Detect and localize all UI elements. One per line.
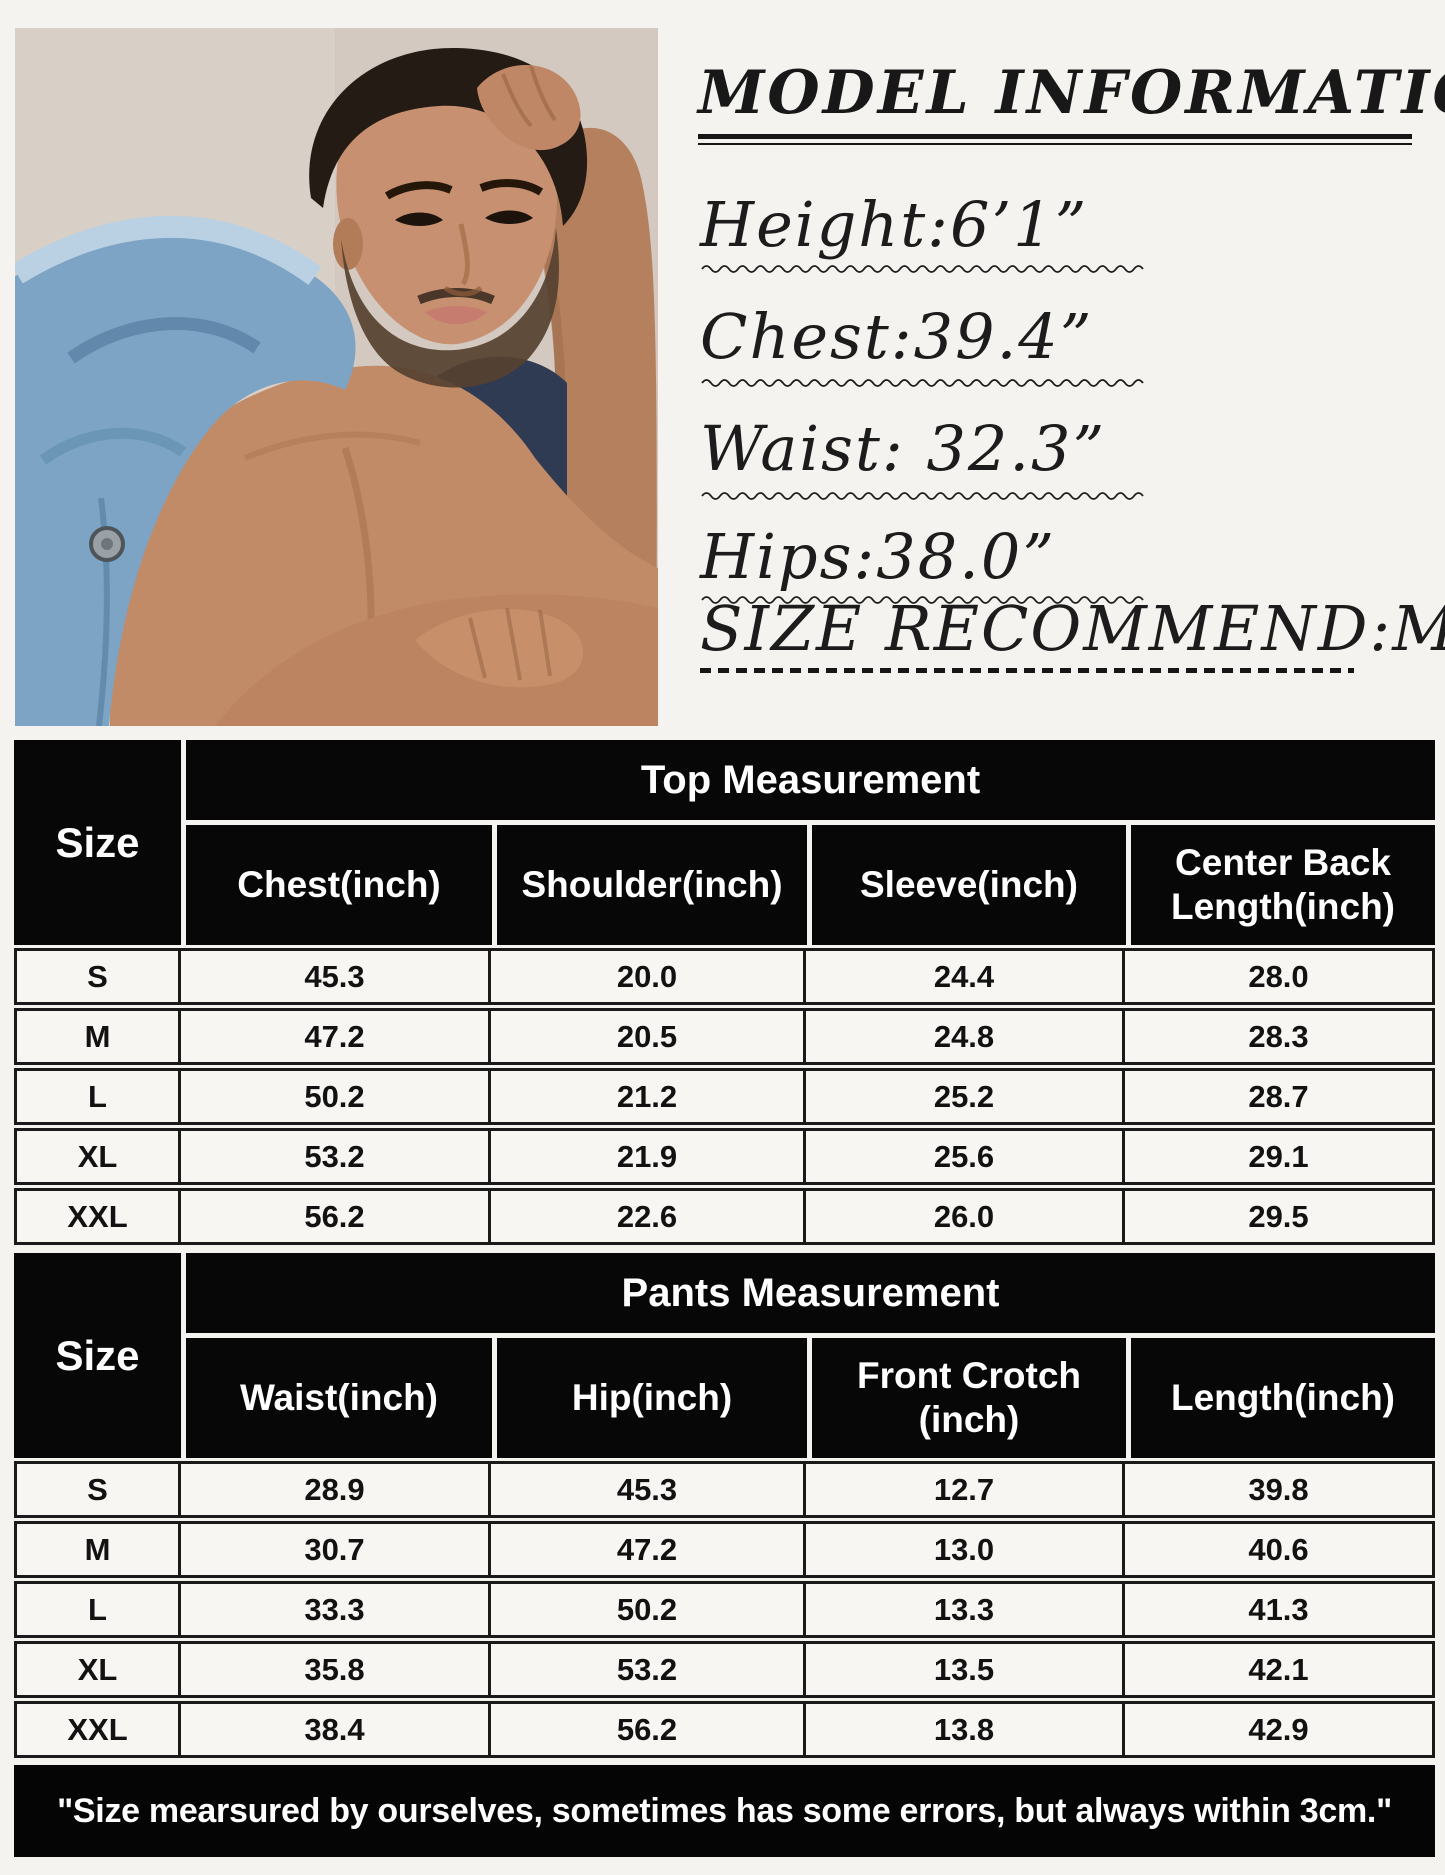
table-cell: 13.0 <box>806 1524 1125 1575</box>
table-cell: 39.8 <box>1248 1471 1309 1507</box>
table-row: L 50.2 21.2 25.2 28.7 <box>14 1068 1435 1125</box>
model-info-title: MODEL INFORMATION <box>698 58 1445 128</box>
table-cell: 28.3 <box>1248 1018 1309 1054</box>
table-cell: 50.2 <box>181 1071 491 1122</box>
column-header: Waist(inch) <box>186 1338 492 1458</box>
column-header: Front Crotch (inch) <box>812 1338 1126 1458</box>
size-cell: M <box>17 1524 181 1575</box>
table-cell: 53.2 <box>181 1131 491 1182</box>
column-header: Hip(inch) <box>497 1338 807 1458</box>
table-row: S 45.3 20.0 24.4 28.0 <box>14 948 1435 1005</box>
wavy-underline <box>701 265 1144 273</box>
table-cell: 21.2 <box>491 1071 806 1122</box>
table-cell: 13.5 <box>806 1644 1125 1695</box>
table-row: L 33.3 50.2 13.3 41.3 <box>14 1581 1435 1638</box>
model-photo-illustration <box>15 28 658 726</box>
table-cell: 30.7 <box>181 1524 491 1575</box>
table-cell: 28.9 <box>181 1464 491 1515</box>
top-measurement-title: Top Measurement <box>186 740 1435 820</box>
size-cell: L <box>17 1071 181 1122</box>
table-cell: 25.2 <box>806 1071 1125 1122</box>
table-cell: 29.1 <box>1248 1138 1309 1174</box>
table-cell: 41.3 <box>1248 1591 1309 1627</box>
size-cell: XL <box>17 1644 181 1695</box>
table-cell: 13.3 <box>806 1584 1125 1635</box>
model-chest: Chest:39.4” <box>700 300 1094 373</box>
table-cell: 20.0 <box>491 951 806 1002</box>
table-cell: 56.2 <box>181 1191 491 1242</box>
table-cell: 56.2 <box>491 1704 806 1755</box>
model-hips: Hips:38.0” <box>700 520 1057 593</box>
table-cell: 47.2 <box>491 1524 806 1575</box>
size-cell: L <box>17 1584 181 1635</box>
table-cell: 47.2 <box>181 1011 491 1062</box>
table-cell: 28.7 <box>1248 1078 1309 1114</box>
column-header: Chest(inch) <box>186 825 492 945</box>
table-row: M 47.2 20.5 24.8 28.3 <box>14 1008 1435 1065</box>
model-photo <box>15 28 658 726</box>
table-cell: 45.3 <box>491 1464 806 1515</box>
table-cell: 42.1 <box>1248 1651 1309 1687</box>
size-cell: XL <box>17 1131 181 1182</box>
table-cell: 21.9 <box>491 1131 806 1182</box>
wavy-underline <box>701 379 1144 387</box>
table-cell: 33.3 <box>181 1584 491 1635</box>
column-header: Center Back Length(inch) <box>1131 825 1435 945</box>
dashed-underline <box>700 668 1354 673</box>
table-cell: 35.8 <box>181 1644 491 1695</box>
table-cell: 20.5 <box>491 1011 806 1062</box>
table-cell: 38.4 <box>181 1704 491 1755</box>
size-column-header: Size <box>14 1253 181 1458</box>
size-recommend: SIZE RECOMMEND:M <box>700 592 1445 665</box>
table-cell: 26.0 <box>806 1191 1125 1242</box>
table-cell: 22.6 <box>491 1191 806 1242</box>
table-row: XXL 56.2 22.6 26.0 29.5 <box>14 1188 1435 1245</box>
size-column-header: Size <box>14 740 181 945</box>
size-chart: Size Top Measurement Chest(inch) Shoulde… <box>14 740 1435 1857</box>
size-cell: XXL <box>17 1191 181 1242</box>
wavy-underline <box>701 596 1144 604</box>
column-header: Sleeve(inch) <box>812 825 1126 945</box>
size-cell: S <box>17 1464 181 1515</box>
table-cell: 24.4 <box>806 951 1125 1002</box>
table-row: M 30.7 47.2 13.0 40.6 <box>14 1521 1435 1578</box>
table-cell: 28.0 <box>1248 958 1309 994</box>
table-row: XL 35.8 53.2 13.5 42.1 <box>14 1641 1435 1698</box>
table-cell: 42.9 <box>1248 1711 1309 1747</box>
size-cell: S <box>17 951 181 1002</box>
size-disclaimer: "Size mearsured by ourselves, sometimes … <box>14 1765 1435 1857</box>
table-cell: 12.7 <box>806 1464 1125 1515</box>
model-waist: Waist: 32.3” <box>700 412 1107 485</box>
pants-table-header: Size Pants Measurement Waist(inch) Hip(i… <box>14 1253 1435 1458</box>
table-row: S 28.9 45.3 12.7 39.8 <box>14 1461 1435 1518</box>
table-cell: 45.3 <box>181 951 491 1002</box>
top-table-header: Size Top Measurement Chest(inch) Shoulde… <box>14 740 1435 945</box>
size-cell: XXL <box>17 1704 181 1755</box>
table-row: XL 53.2 21.9 25.6 29.1 <box>14 1128 1435 1185</box>
model-height: Height:6’1” <box>700 188 1089 261</box>
wavy-underline <box>701 492 1144 500</box>
pants-measurement-title: Pants Measurement <box>186 1253 1435 1333</box>
size-cell: M <box>17 1011 181 1062</box>
table-cell: 24.8 <box>806 1011 1125 1062</box>
table-cell: 53.2 <box>491 1644 806 1695</box>
table-cell: 29.5 <box>1248 1198 1309 1234</box>
table-cell: 50.2 <box>491 1584 806 1635</box>
column-header: Length(inch) <box>1131 1338 1435 1458</box>
column-header: Shoulder(inch) <box>497 825 807 945</box>
table-cell: 13.8 <box>806 1704 1125 1755</box>
title-underline <box>698 134 1412 145</box>
table-cell: 40.6 <box>1248 1531 1309 1567</box>
table-cell: 25.6 <box>806 1131 1125 1182</box>
table-row: XXL 38.4 56.2 13.8 42.9 <box>14 1701 1435 1758</box>
